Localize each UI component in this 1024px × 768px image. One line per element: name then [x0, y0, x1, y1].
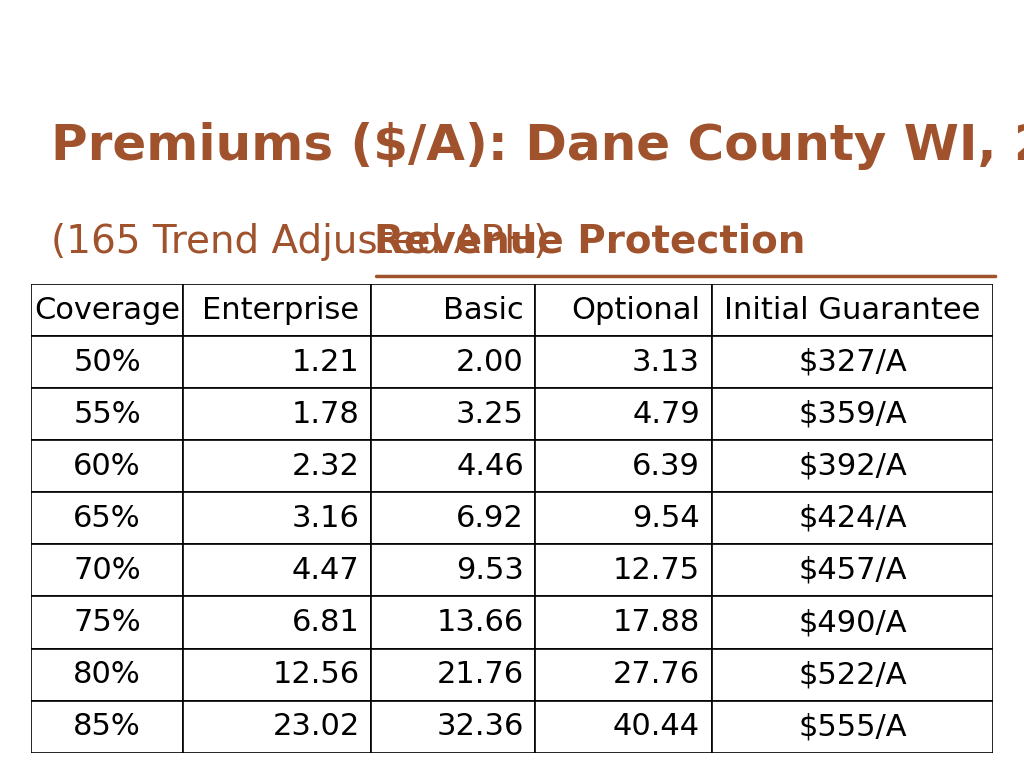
Text: 9.53: 9.53 — [456, 556, 524, 585]
Bar — [183, 700, 371, 753]
Bar — [31, 284, 183, 336]
Text: 40.44: 40.44 — [613, 712, 700, 741]
Text: 21.76: 21.76 — [437, 660, 524, 689]
Text: Coverage: Coverage — [34, 296, 180, 325]
Text: $424/A: $424/A — [798, 504, 906, 533]
Text: (165 Trend Adjusted APH): (165 Trend Adjusted APH) — [51, 223, 561, 261]
Bar — [536, 648, 712, 700]
Bar — [371, 597, 536, 648]
Text: 50%: 50% — [73, 348, 141, 377]
Text: 80%: 80% — [73, 660, 141, 689]
Text: $490/A: $490/A — [798, 608, 906, 637]
Bar — [536, 389, 712, 440]
Text: $457/A: $457/A — [798, 556, 906, 585]
Bar — [31, 545, 183, 597]
Text: 4.46: 4.46 — [456, 452, 524, 481]
Bar — [183, 648, 371, 700]
Bar — [31, 336, 183, 389]
Bar — [712, 492, 993, 545]
Bar — [536, 492, 712, 545]
Text: 1.21: 1.21 — [292, 348, 359, 377]
Bar — [31, 492, 183, 545]
Text: 6.81: 6.81 — [292, 608, 359, 637]
Text: 27.76: 27.76 — [613, 660, 700, 689]
Bar — [712, 545, 993, 597]
Bar — [371, 284, 536, 336]
Bar — [536, 597, 712, 648]
Bar — [536, 700, 712, 753]
Text: 4.79: 4.79 — [632, 400, 700, 429]
Text: 65%: 65% — [73, 504, 141, 533]
Text: $555/A: $555/A — [798, 712, 906, 741]
Bar — [183, 389, 371, 440]
Bar — [31, 648, 183, 700]
Bar — [712, 648, 993, 700]
Text: 6.39: 6.39 — [632, 452, 700, 481]
Text: 23.02: 23.02 — [272, 712, 359, 741]
Text: 4.47: 4.47 — [292, 556, 359, 585]
Bar — [536, 336, 712, 389]
Bar — [536, 440, 712, 492]
Bar — [31, 700, 183, 753]
Bar — [31, 389, 183, 440]
Text: 13.66: 13.66 — [436, 608, 524, 637]
Text: 2.00: 2.00 — [456, 348, 524, 377]
Bar — [31, 597, 183, 648]
Bar — [371, 440, 536, 492]
Bar — [183, 597, 371, 648]
Bar — [536, 284, 712, 336]
Text: $327/A: $327/A — [798, 348, 907, 377]
Bar — [371, 648, 536, 700]
Text: Initial Guarantee: Initial Guarantee — [724, 296, 981, 325]
Text: 60%: 60% — [73, 452, 141, 481]
Bar — [712, 700, 993, 753]
Text: 1.78: 1.78 — [292, 400, 359, 429]
Text: 3.13: 3.13 — [632, 348, 700, 377]
Bar — [371, 336, 536, 389]
Bar — [183, 440, 371, 492]
Text: 2.32: 2.32 — [292, 452, 359, 481]
Bar — [712, 440, 993, 492]
Bar — [31, 440, 183, 492]
Text: Premiums ($/A): Dane County WI, 2018: Premiums ($/A): Dane County WI, 2018 — [51, 122, 1024, 170]
Bar — [536, 545, 712, 597]
Text: 3.16: 3.16 — [292, 504, 359, 533]
Text: Revenue Protection: Revenue Protection — [374, 223, 805, 261]
Bar — [183, 545, 371, 597]
Text: 6.92: 6.92 — [456, 504, 524, 533]
Text: 3.25: 3.25 — [456, 400, 524, 429]
Text: 32.36: 32.36 — [436, 712, 524, 741]
Bar — [712, 597, 993, 648]
Text: $392/A: $392/A — [798, 452, 907, 481]
Bar — [183, 284, 371, 336]
Text: 12.56: 12.56 — [272, 660, 359, 689]
Text: 9.54: 9.54 — [632, 504, 700, 533]
Text: 55%: 55% — [73, 400, 141, 429]
Text: $359/A: $359/A — [798, 400, 907, 429]
Text: 70%: 70% — [73, 556, 141, 585]
Bar — [371, 492, 536, 545]
Bar — [371, 389, 536, 440]
Bar — [371, 545, 536, 597]
Text: 17.88: 17.88 — [612, 608, 700, 637]
Text: Basic: Basic — [443, 296, 524, 325]
Bar — [712, 284, 993, 336]
Text: 12.75: 12.75 — [613, 556, 700, 585]
Bar — [712, 389, 993, 440]
Bar — [371, 700, 536, 753]
Bar — [712, 336, 993, 389]
Text: Optional: Optional — [571, 296, 700, 325]
Text: 85%: 85% — [73, 712, 141, 741]
Text: 75%: 75% — [73, 608, 141, 637]
Text: $522/A: $522/A — [798, 660, 906, 689]
Bar — [183, 336, 371, 389]
Bar — [183, 492, 371, 545]
Text: Enterprise: Enterprise — [203, 296, 359, 325]
